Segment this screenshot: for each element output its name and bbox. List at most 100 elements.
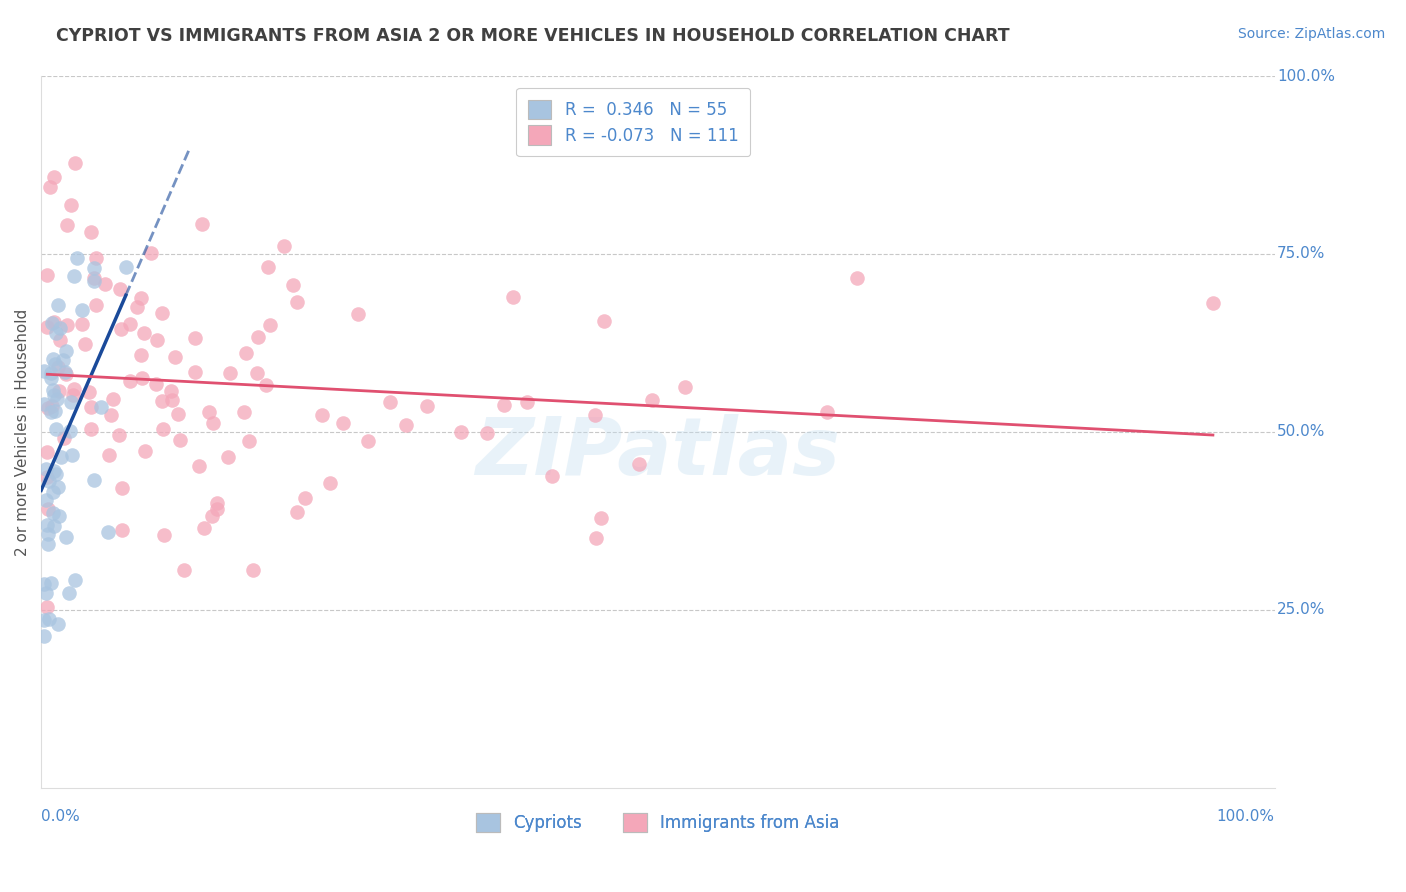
Point bbox=[37, 319, 59, 334]
Point bbox=[111, 482, 134, 496]
Point bbox=[246, 330, 269, 344]
Point bbox=[502, 290, 524, 304]
Point bbox=[150, 306, 173, 320]
Point bbox=[101, 392, 124, 406]
Point bbox=[62, 388, 84, 402]
Point bbox=[37, 527, 59, 541]
Point bbox=[35, 586, 58, 600]
Point bbox=[242, 563, 264, 577]
Point bbox=[205, 502, 228, 516]
Point bbox=[591, 511, 613, 525]
Point bbox=[238, 434, 260, 448]
Point bbox=[42, 484, 65, 499]
Point bbox=[44, 519, 66, 533]
Point bbox=[357, 434, 380, 449]
Point bbox=[273, 239, 295, 253]
Point bbox=[492, 398, 515, 412]
Point bbox=[83, 271, 105, 285]
Point bbox=[32, 577, 55, 591]
Point bbox=[415, 399, 437, 413]
Point bbox=[217, 450, 239, 464]
Point bbox=[129, 348, 152, 362]
Point bbox=[173, 563, 195, 577]
Point bbox=[41, 575, 63, 590]
Text: CYPRIOT VS IMMIGRANTS FROM ASIA 2 OR MORE VEHICLES IN HOUSEHOLD CORRELATION CHAR: CYPRIOT VS IMMIGRANTS FROM ASIA 2 OR MOR… bbox=[56, 27, 1010, 45]
Point bbox=[98, 448, 121, 462]
Point bbox=[205, 496, 228, 510]
Point bbox=[34, 492, 56, 507]
Point bbox=[146, 333, 169, 347]
Point bbox=[56, 218, 79, 232]
Point bbox=[169, 433, 191, 447]
Point bbox=[46, 616, 69, 631]
Point bbox=[90, 401, 112, 415]
Point bbox=[48, 333, 70, 347]
Point bbox=[39, 179, 62, 194]
Point bbox=[111, 523, 134, 537]
Point bbox=[83, 260, 105, 275]
Point bbox=[44, 357, 66, 371]
Point bbox=[201, 508, 224, 523]
Point bbox=[285, 295, 308, 310]
Point bbox=[153, 527, 176, 541]
Text: ZIPatlas: ZIPatlas bbox=[475, 414, 841, 492]
Point bbox=[256, 260, 278, 274]
Point bbox=[627, 457, 650, 471]
Point bbox=[235, 346, 257, 360]
Point bbox=[108, 282, 131, 296]
Point bbox=[184, 365, 207, 379]
Point bbox=[35, 517, 58, 532]
Point bbox=[45, 422, 67, 436]
Point bbox=[86, 251, 108, 265]
Point bbox=[32, 629, 55, 643]
Point bbox=[37, 401, 59, 415]
Point bbox=[84, 298, 107, 312]
Point bbox=[193, 521, 215, 535]
Y-axis label: 2 or more Vehicles in Household: 2 or more Vehicles in Household bbox=[15, 309, 30, 556]
Text: 0.0%: 0.0% bbox=[41, 809, 80, 824]
Point bbox=[183, 331, 205, 345]
Point bbox=[70, 317, 93, 331]
Point bbox=[197, 405, 219, 419]
Point bbox=[42, 506, 65, 520]
Point bbox=[191, 217, 214, 231]
Point bbox=[115, 260, 138, 274]
Point bbox=[53, 365, 76, 379]
Point bbox=[38, 474, 60, 488]
Point bbox=[585, 531, 607, 545]
Point bbox=[201, 417, 224, 431]
Point bbox=[450, 425, 472, 440]
Point bbox=[131, 371, 153, 385]
Text: 25.0%: 25.0% bbox=[1277, 602, 1326, 617]
Point bbox=[60, 448, 83, 462]
Text: 75.0%: 75.0% bbox=[1277, 246, 1326, 261]
Point bbox=[134, 444, 156, 458]
Point bbox=[55, 530, 77, 544]
Point bbox=[100, 408, 122, 422]
Point bbox=[37, 470, 59, 484]
Point bbox=[139, 245, 162, 260]
Point bbox=[80, 422, 103, 436]
Point bbox=[51, 450, 73, 465]
Point bbox=[55, 367, 77, 381]
Point bbox=[311, 408, 333, 422]
Point bbox=[46, 480, 69, 494]
Point bbox=[160, 384, 183, 398]
Point bbox=[516, 394, 538, 409]
Point bbox=[83, 473, 105, 487]
Point bbox=[39, 366, 62, 380]
Point bbox=[66, 252, 89, 266]
Point bbox=[845, 271, 868, 285]
Point bbox=[73, 336, 96, 351]
Point bbox=[42, 169, 65, 184]
Point bbox=[108, 428, 131, 442]
Text: Source: ZipAtlas.com: Source: ZipAtlas.com bbox=[1237, 27, 1385, 41]
Point bbox=[42, 388, 65, 402]
Point bbox=[163, 351, 186, 365]
Point bbox=[673, 380, 696, 394]
Point bbox=[134, 326, 156, 341]
Point bbox=[37, 444, 59, 458]
Point bbox=[41, 370, 63, 384]
Point bbox=[44, 403, 66, 417]
Point bbox=[131, 291, 153, 305]
